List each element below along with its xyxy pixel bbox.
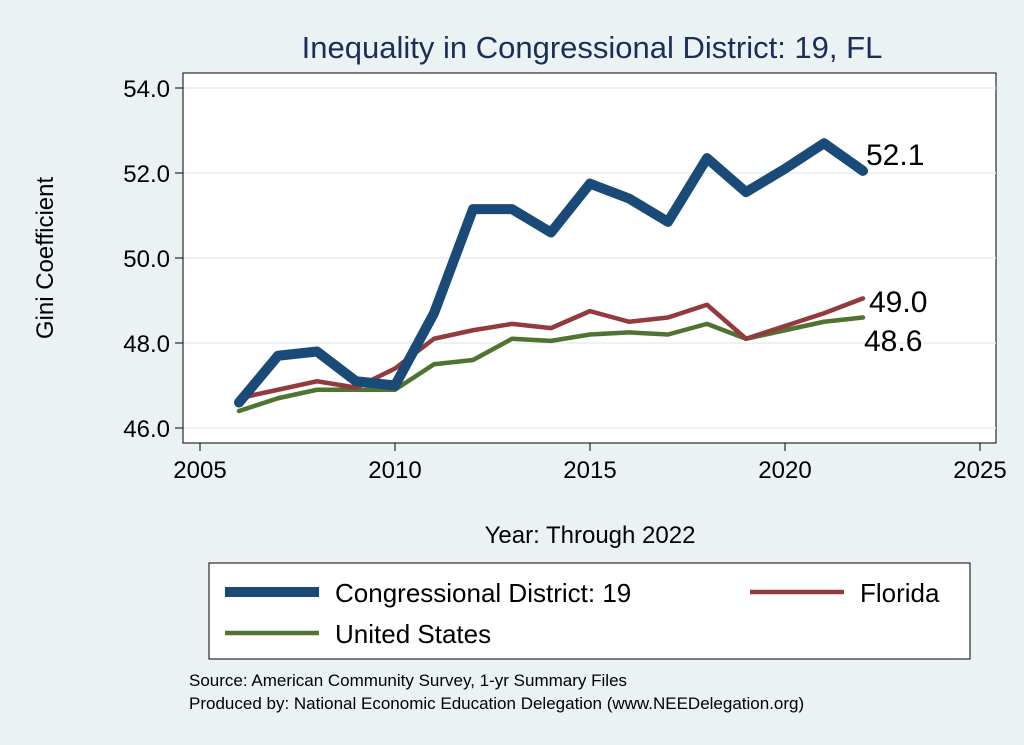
axes: 46.0 48.0 50.0 52.0 54.0 2005 2010 2015 2020 2025 (123, 73, 1007, 484)
y-tick-label: 52.0 (123, 161, 170, 188)
x-axis-label: Year: Through 2022 (485, 522, 696, 549)
y-axis-label: Gini Coefficient (32, 177, 59, 340)
legend-label-united-states: United States (335, 619, 491, 649)
x-tick-label: 2025 (953, 457, 1006, 484)
x-tick-label: 2015 (563, 457, 616, 484)
source-note: Source: American Community Survey, 1-yr … (189, 671, 627, 690)
y-tick-label: 50.0 (123, 246, 170, 273)
legend-label-florida: Florida (860, 578, 940, 608)
series-lines (234, 138, 868, 414)
gridlines (183, 87, 996, 429)
x-tick-label: 2010 (368, 457, 421, 484)
end-value-labels: 52.1 49.0 48.6 (864, 139, 927, 358)
end-label-florida: 49.0 (869, 286, 927, 319)
end-label-united-states: 48.6 (864, 325, 922, 358)
end-label-congressional-district: 52.1 (866, 139, 924, 172)
chart-title: Inequality in Congressional District: 19… (302, 30, 883, 65)
x-tick-label: 2005 (173, 457, 226, 484)
legend: Congressional District: 19 Florida United … (208, 562, 971, 660)
y-tick-label: 46.0 (123, 416, 170, 443)
x-tick-label: 2020 (758, 457, 811, 484)
y-tick-label: 48.0 (123, 331, 170, 358)
produced-by-note: Produced by: National Economic Education… (189, 694, 804, 713)
y-tick-label: 54.0 (123, 76, 170, 103)
legend-label-congressional-district: Congressional District: 19 (335, 578, 631, 608)
legend-box (208, 562, 971, 660)
series-line-congressional-district (234, 138, 868, 408)
series-line-florida (236, 296, 866, 401)
